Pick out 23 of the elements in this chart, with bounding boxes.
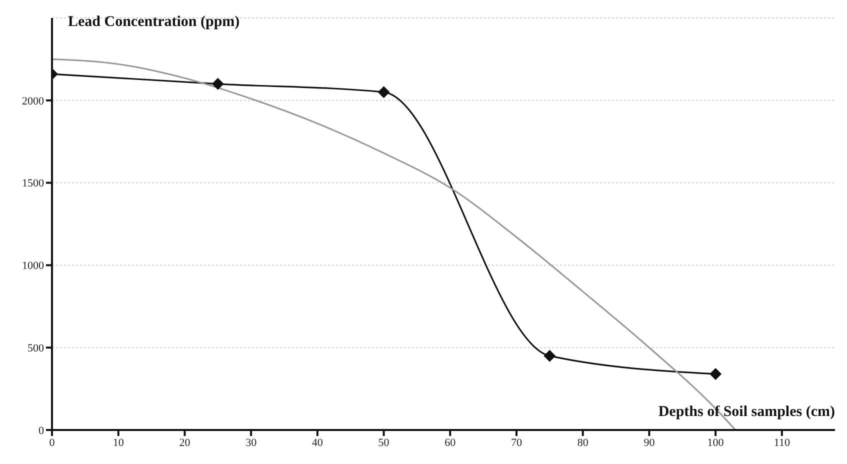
x-tick-label: 100 bbox=[707, 436, 724, 449]
y-tick-label: 1500 bbox=[22, 178, 44, 190]
x-tick-label: 80 bbox=[577, 436, 589, 449]
x-tick-label: 110 bbox=[774, 436, 790, 449]
x-tick-label: 0 bbox=[49, 436, 56, 449]
x-tick-label: 20 bbox=[179, 436, 191, 449]
point bbox=[212, 78, 224, 90]
x-tick-label: 10 bbox=[112, 436, 124, 449]
x-tick-label: 40 bbox=[312, 436, 324, 449]
x-tick-label: 90 bbox=[644, 436, 656, 449]
point bbox=[710, 368, 722, 380]
y-tick-label: 1000 bbox=[22, 260, 44, 272]
x-axis-title: Depths of Soil samples (cm) bbox=[658, 404, 835, 421]
x-tick-label: 30 bbox=[246, 436, 258, 449]
x-tick-label: 60 bbox=[444, 436, 456, 449]
y-tick-label: 2000 bbox=[22, 95, 44, 108]
x-tick-label: 70 bbox=[510, 436, 522, 449]
x-tick-label: 50 bbox=[378, 436, 390, 449]
y-axis-title: Lead Concentration (ppm) bbox=[68, 14, 240, 31]
point bbox=[544, 350, 556, 362]
y-tick-label: 500 bbox=[28, 342, 44, 355]
y-tick-label: 0 bbox=[38, 424, 44, 437]
point bbox=[378, 86, 390, 98]
